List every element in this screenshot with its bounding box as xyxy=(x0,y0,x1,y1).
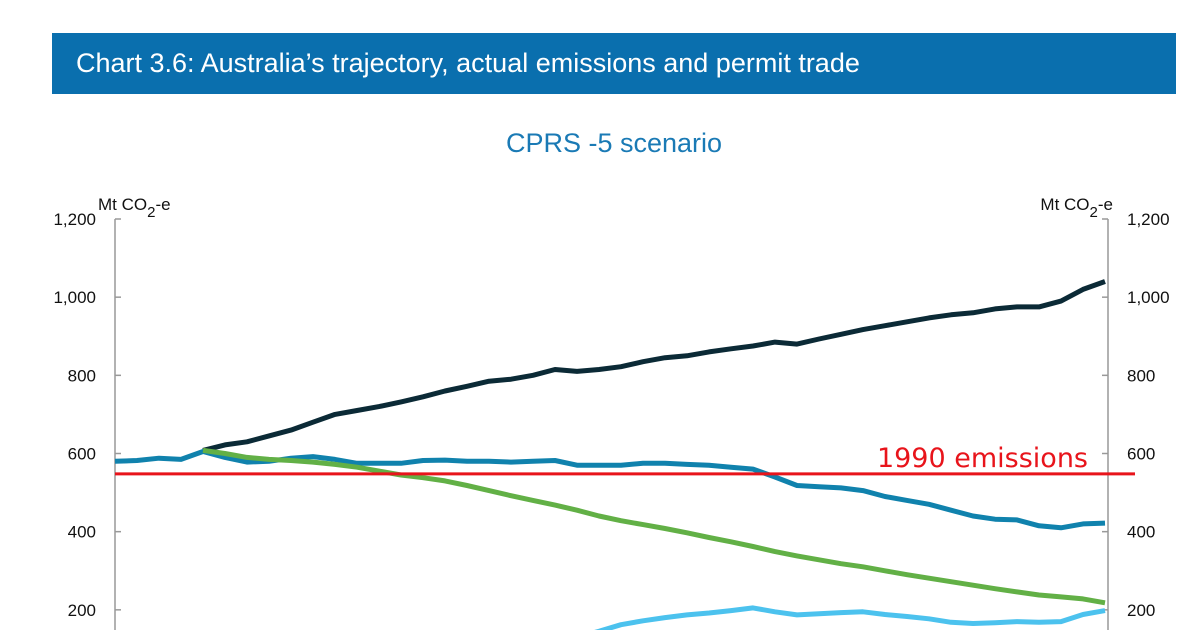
left-unit-label: Mt CO2-e xyxy=(98,195,171,221)
series-line-3 xyxy=(594,605,1106,630)
right-unit-label: Mt CO2-e xyxy=(1040,195,1113,221)
chart-subtitle: CPRS -5 scenario xyxy=(505,128,723,158)
right-tick-label: 1,000 xyxy=(1127,288,1170,307)
left-tick-label: 1,200 xyxy=(53,210,96,229)
left-tick-label: 400 xyxy=(68,523,96,542)
series-line-2 xyxy=(202,447,1106,606)
right-tick-label: 800 xyxy=(1127,366,1155,385)
left-tick-label: 600 xyxy=(68,445,96,464)
left-tick-label: 200 xyxy=(68,601,96,620)
right-tick-label: 1,200 xyxy=(1127,210,1170,229)
right-tick-label: 200 xyxy=(1127,601,1155,620)
chart-title: Chart 3.6: Australia’s trajectory, actua… xyxy=(76,48,860,78)
right-tick-label: 600 xyxy=(1127,445,1155,464)
chart-title-bar: Chart 3.6: Australia’s trajectory, actua… xyxy=(52,33,1176,94)
left-tick-label: 800 xyxy=(68,366,96,385)
series-line-0 xyxy=(202,279,1106,453)
right-tick-label: 400 xyxy=(1127,523,1155,542)
left-tick-label: 1,000 xyxy=(53,288,96,307)
reference-line-label: 1990 emissions xyxy=(877,443,1088,474)
